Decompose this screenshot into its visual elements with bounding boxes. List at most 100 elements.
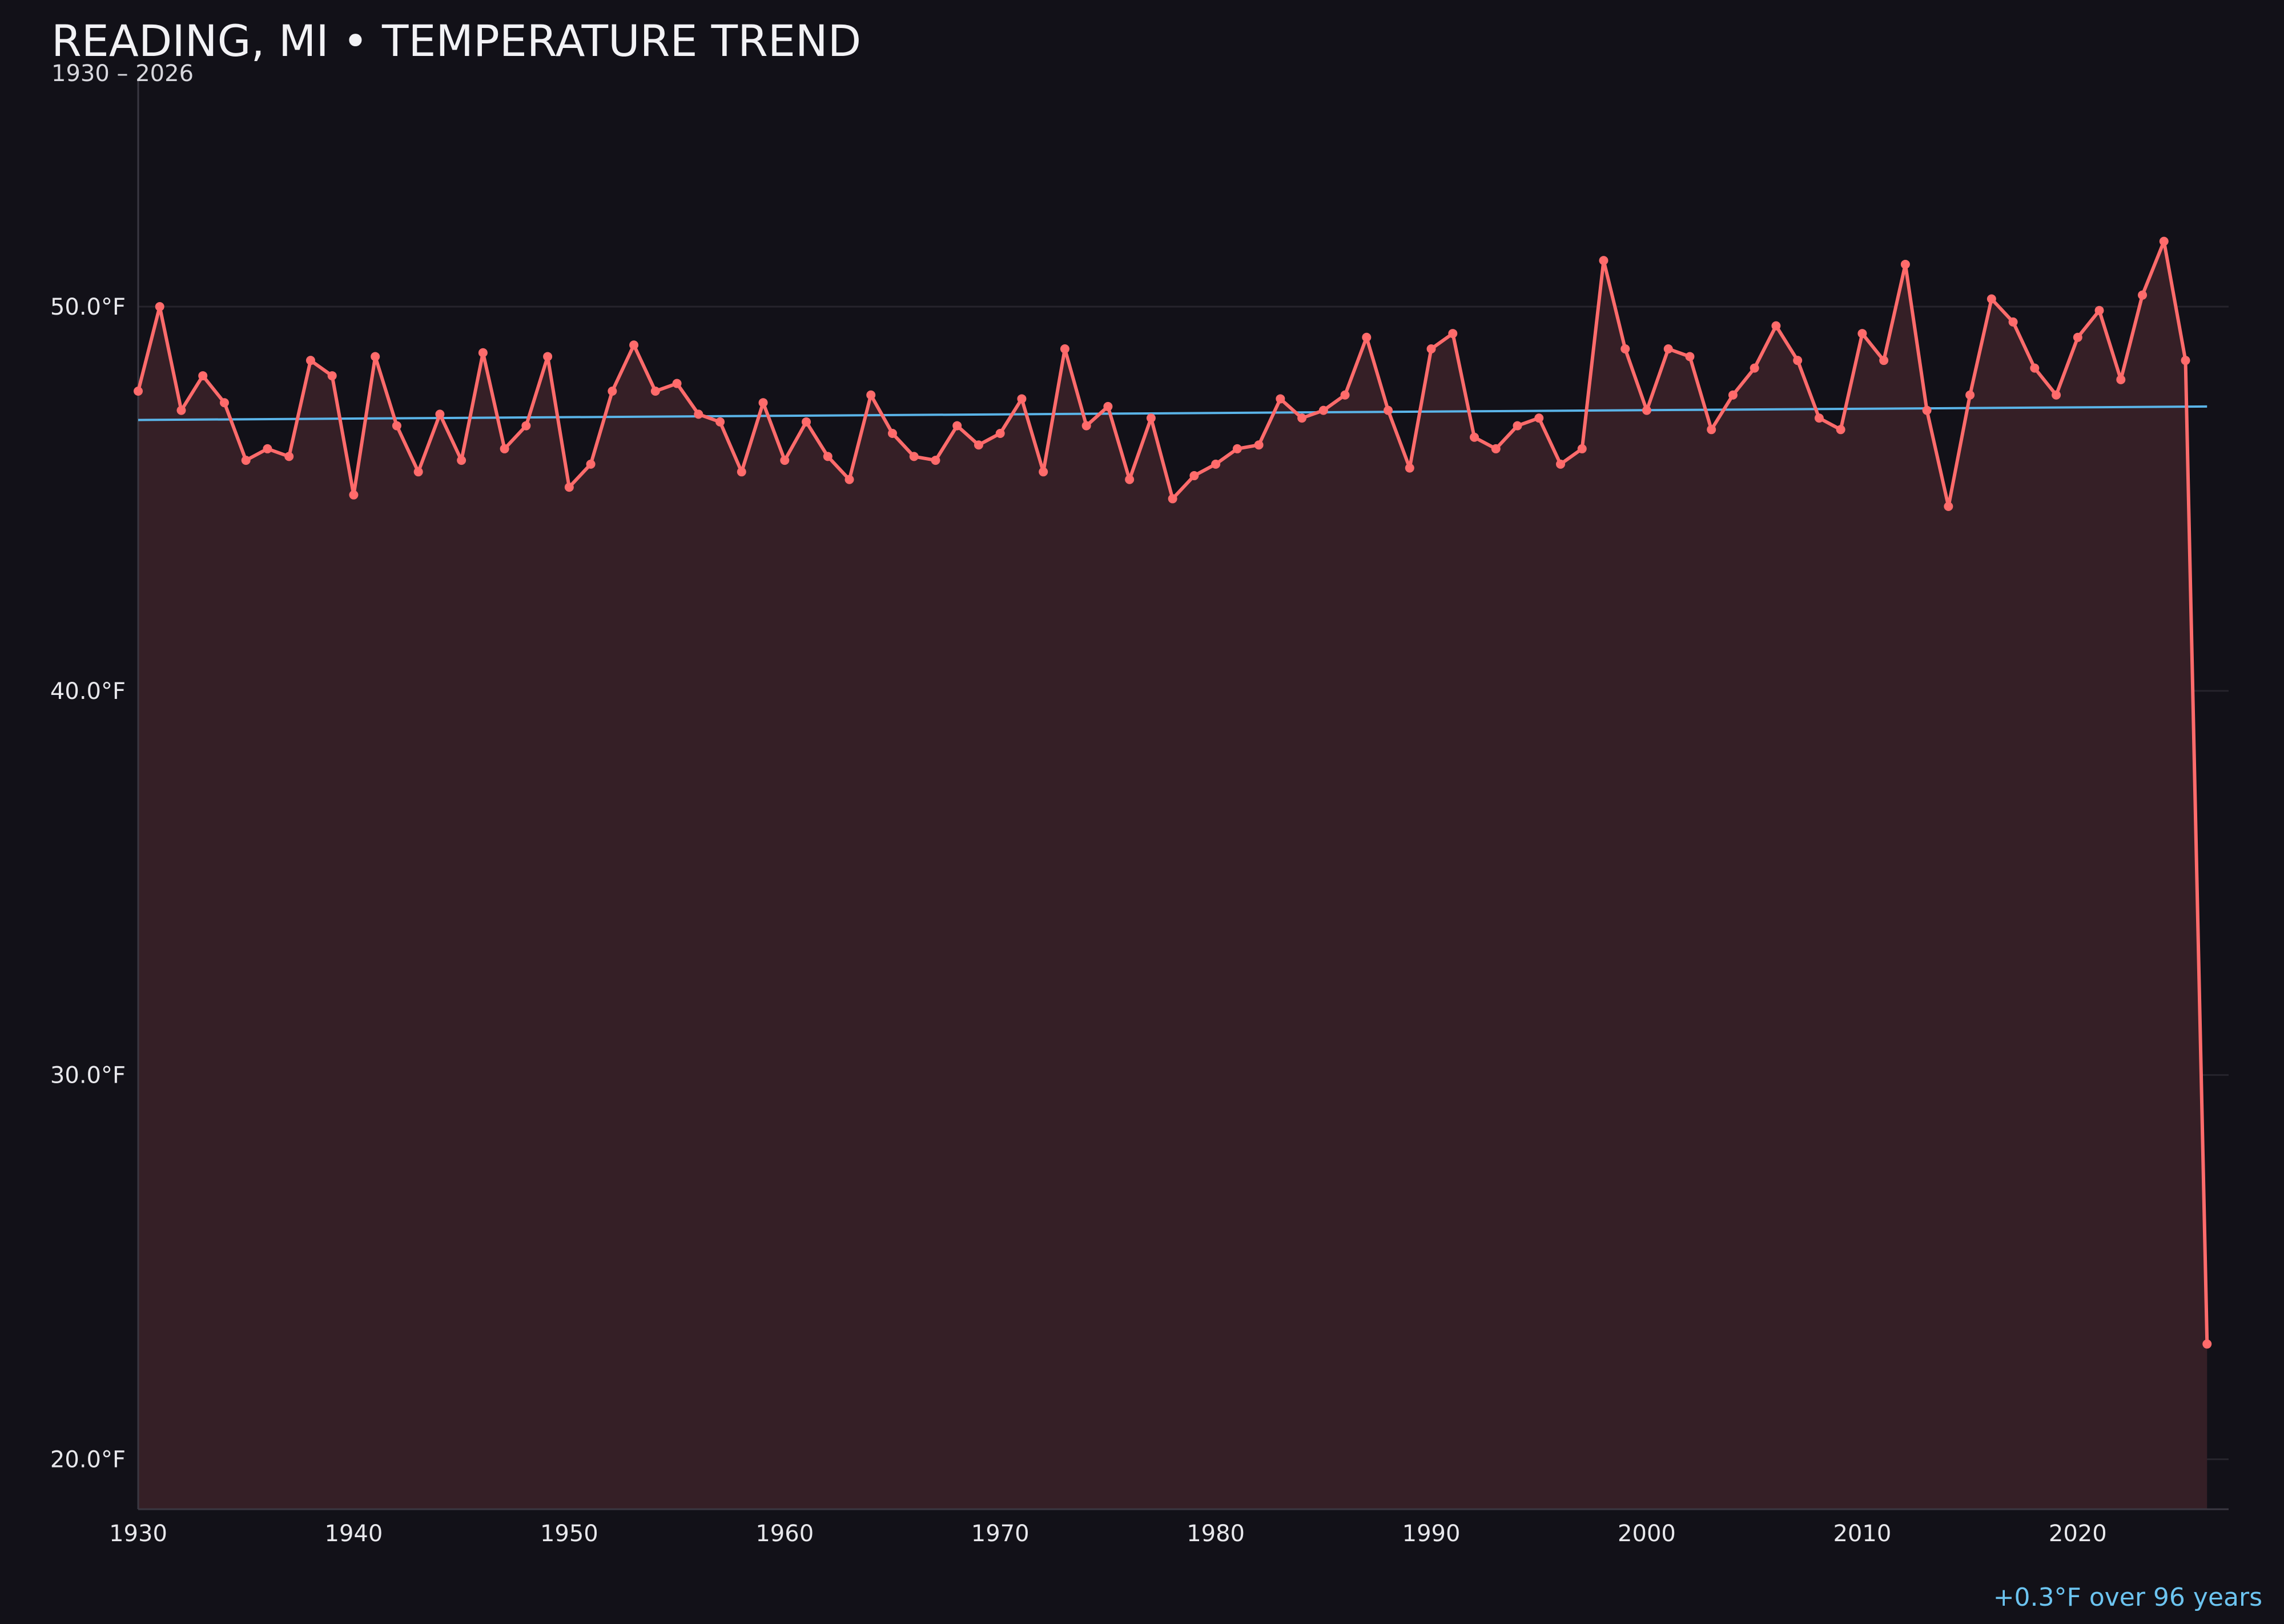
data-point-1938 [305,356,315,365]
data-point-2015 [1965,390,1975,400]
x-tick-label: 1990 [1402,1521,1461,1547]
data-point-1960 [780,456,790,465]
data-point-1997 [1577,444,1587,453]
data-point-2023 [2138,290,2148,300]
data-point-1932 [176,405,186,415]
data-point-2009 [1836,425,1845,435]
data-point-1989 [1405,463,1414,473]
data-point-1971 [1017,394,1027,404]
chart-title: READING, MI • TEMPERATURE TREND [51,15,861,66]
data-point-1961 [802,417,811,427]
x-tick-label: 2020 [2049,1521,2107,1547]
data-point-1980 [1211,459,1221,469]
x-tick-label: 1970 [971,1521,1030,1547]
x-tick-label: 1960 [755,1521,814,1547]
data-point-1963 [845,475,854,484]
y-tick-label: 40.0°F [50,678,126,705]
data-point-1982 [1254,440,1264,450]
data-point-1996 [1555,459,1565,469]
data-point-1940 [349,490,359,500]
data-point-1979 [1189,471,1199,481]
data-point-1953 [629,340,639,350]
data-point-1935 [241,456,251,465]
trend-line [138,405,2207,421]
data-point-2004 [1728,390,1738,400]
data-point-1995 [1534,413,1544,423]
data-point-1988 [1384,405,1393,415]
data-point-2016 [1987,294,1996,304]
data-point-1984 [1297,413,1307,423]
data-point-1977 [1146,413,1156,423]
trend-annotation: +0.3°F over 96 years [1993,1583,2262,1612]
data-point-1959 [758,398,768,408]
data-point-2001 [1663,344,1673,353]
data-point-2026 [2202,1339,2212,1349]
data-point-1952 [608,387,617,396]
data-point-1948 [521,421,531,431]
data-point-1954 [650,387,660,396]
data-point-1986 [1340,390,1350,400]
data-point-1942 [392,421,401,431]
data-point-1985 [1318,405,1328,415]
data-point-1936 [263,444,272,453]
data-point-1937 [284,452,294,461]
data-point-1994 [1513,421,1522,431]
data-point-1958 [737,467,746,477]
data-point-1990 [1426,344,1436,353]
x-tick-label: 1930 [109,1521,167,1547]
data-point-1970 [995,429,1005,439]
data-point-2021 [2094,305,2104,315]
data-point-1976 [1125,475,1135,484]
data-point-1974 [1081,421,1091,431]
data-point-1987 [1362,332,1372,342]
data-point-1955 [672,379,682,388]
data-point-2014 [1944,501,1953,511]
tick-labels: 20.0°F 30.0°F 40.0°F 50.0°F 1930 1940 1950 1960… [50,294,2107,1547]
data-point-1941 [371,352,380,361]
data-point-1965 [887,429,897,439]
y-tick-label: 50.0°F [50,294,126,320]
data-point-1981 [1232,444,1242,453]
data-points [134,236,2212,1349]
data-point-2002 [1685,352,1695,361]
data-point-1993 [1491,444,1501,453]
data-point-1998 [1599,256,1609,266]
data-point-2012 [1900,259,1910,269]
data-point-2008 [1814,413,1824,423]
data-point-1933 [198,371,208,381]
data-point-1972 [1039,467,1048,477]
data-point-2010 [1857,329,1867,339]
x-tick-label: 2000 [1618,1521,1676,1547]
data-point-1991 [1448,329,1458,339]
data-point-1969 [974,440,983,450]
data-point-2005 [1750,363,1759,373]
area-fill [138,241,2207,1509]
data-point-1947 [500,444,509,453]
data-point-1968 [952,421,962,431]
data-point-1983 [1276,394,1285,404]
data-point-2019 [2052,390,2061,400]
data-point-1962 [823,452,833,461]
data-point-1992 [1470,432,1479,442]
data-point-1939 [327,371,337,381]
data-point-1930 [134,387,143,396]
data-point-1934 [219,398,229,408]
data-point-1956 [694,409,703,419]
x-tick-label: 1980 [1187,1521,1245,1547]
data-point-1946 [478,348,488,357]
data-point-1951 [586,459,596,469]
data-point-1967 [931,456,940,465]
data-point-2007 [1793,356,1803,365]
data-point-2022 [2116,375,2126,384]
data-point-1950 [564,483,574,492]
data-point-1999 [1620,344,1630,353]
data-point-1975 [1103,401,1113,411]
data-point-1966 [909,452,919,461]
x-tick-label: 1940 [325,1521,383,1547]
data-point-2024 [2159,236,2169,246]
y-tick-label: 30.0°F [50,1063,126,1089]
data-point-2018 [2030,363,2040,373]
data-point-1957 [715,417,725,427]
data-point-1973 [1060,344,1069,353]
